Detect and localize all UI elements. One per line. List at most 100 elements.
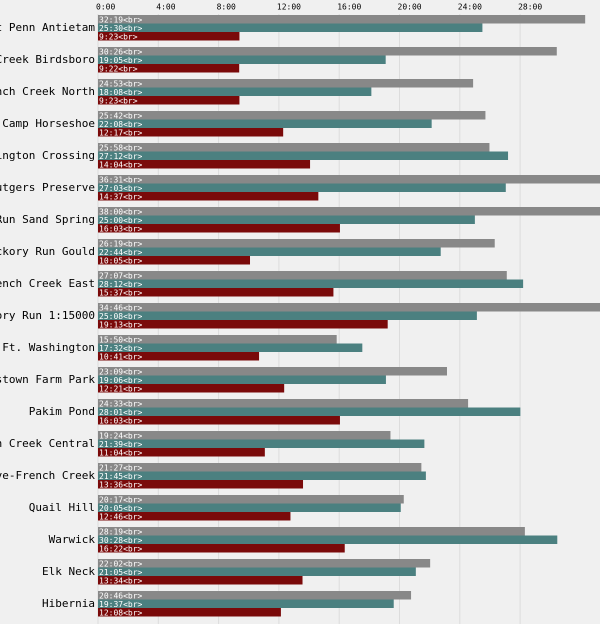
value-label: 22:08<br> bbox=[99, 120, 143, 129]
value-label: 9:22<br> bbox=[99, 64, 138, 73]
category-label: Camp Horseshoe bbox=[2, 117, 95, 130]
bar bbox=[98, 367, 447, 376]
value-label: 15:37<br> bbox=[99, 288, 143, 297]
labels: 0:00 4:00 8:00 12:00 16:00 20:00 24:00 28:00 nt … bbox=[0, 3, 542, 611]
bar bbox=[98, 23, 483, 32]
bar bbox=[98, 439, 425, 448]
category-label: Elk Neck bbox=[42, 565, 95, 578]
value-label: 10:05<br> bbox=[99, 256, 143, 265]
bar bbox=[98, 384, 285, 393]
value-label: 10:41<br> bbox=[99, 352, 143, 361]
bar bbox=[98, 55, 386, 64]
value-label: 25:42<br> bbox=[99, 111, 143, 120]
bar bbox=[98, 79, 474, 88]
value-label: 25:08<br> bbox=[99, 312, 143, 321]
x-tick-label: 4:00 bbox=[156, 3, 175, 12]
bar bbox=[98, 271, 507, 280]
category-label: rve-French Creek bbox=[0, 469, 95, 482]
bar bbox=[98, 416, 340, 425]
bar bbox=[98, 480, 304, 489]
bar bbox=[98, 503, 401, 512]
bar bbox=[98, 239, 495, 248]
bar bbox=[98, 143, 490, 152]
value-label: 24:53<br> bbox=[99, 79, 143, 88]
bar bbox=[98, 224, 340, 233]
bar bbox=[98, 175, 600, 184]
value-label: 27:12<br> bbox=[99, 152, 143, 161]
value-label: 13:34<br> bbox=[99, 576, 143, 585]
value-label: 30:26<br> bbox=[99, 47, 143, 56]
bar bbox=[98, 183, 506, 192]
x-tick-label: 20:00 bbox=[398, 3, 422, 12]
value-label: 19:05<br> bbox=[99, 56, 143, 65]
bar bbox=[98, 303, 600, 312]
bar bbox=[98, 495, 404, 504]
value-label: 27:07<br> bbox=[99, 271, 143, 280]
value-label: 20:05<br> bbox=[99, 504, 143, 513]
value-label: 25:30<br> bbox=[99, 24, 143, 33]
bar bbox=[98, 288, 334, 297]
category-label: Rutgers Preserve bbox=[0, 181, 95, 194]
bar bbox=[98, 471, 426, 480]
value-label: 36:31<br> bbox=[99, 175, 143, 184]
value-label: 19:06<br> bbox=[99, 376, 143, 385]
value-label: 24:33<br> bbox=[99, 399, 143, 408]
value-label: 12:46<br> bbox=[99, 512, 143, 521]
value-label: 17:32<br> bbox=[99, 344, 143, 353]
value-label: 30:28<br> bbox=[99, 536, 143, 545]
bar bbox=[98, 567, 416, 576]
bar bbox=[98, 64, 240, 73]
category-label: ench Creek North bbox=[0, 85, 95, 98]
value-label: 12:08<br> bbox=[99, 608, 143, 617]
category-label: Quail Hill bbox=[29, 501, 95, 514]
x-tick-label: 24:00 bbox=[458, 3, 482, 12]
bar bbox=[98, 335, 337, 344]
bar bbox=[98, 463, 422, 472]
value-label: 25:58<br> bbox=[99, 143, 143, 152]
value-label: 14:37<br> bbox=[99, 192, 143, 201]
value-label: 21:39<br> bbox=[99, 440, 143, 449]
bar bbox=[98, 512, 291, 521]
bar bbox=[98, 352, 260, 361]
category-label: ickory Run Gould bbox=[0, 245, 95, 258]
bar bbox=[98, 431, 391, 440]
value-label: 20:17<br> bbox=[99, 495, 143, 504]
value-label: 12:17<br> bbox=[99, 128, 143, 137]
bar bbox=[98, 544, 345, 553]
x-tick-label: 16:00 bbox=[337, 3, 361, 12]
value-label: 16:03<br> bbox=[99, 224, 143, 233]
bar bbox=[98, 215, 475, 224]
bar bbox=[98, 151, 509, 160]
value-label: 20:46<br> bbox=[99, 591, 143, 600]
bar bbox=[98, 375, 386, 384]
category-label: nt Penn Antietam bbox=[0, 21, 95, 34]
category-label: Ft. Washington bbox=[2, 341, 95, 354]
bar bbox=[98, 207, 600, 216]
bar bbox=[98, 399, 469, 408]
value-label: 28:19<br> bbox=[99, 527, 143, 536]
bar bbox=[98, 311, 477, 320]
value-label: 15:50<br> bbox=[99, 335, 143, 344]
x-tick-label: 12:00 bbox=[277, 3, 301, 12]
category-label: ch Creek Central bbox=[0, 437, 95, 450]
category-label: kory Run 1:15000 bbox=[0, 309, 95, 322]
value-label: 28:01<br> bbox=[99, 408, 143, 417]
value-label: 32:19<br> bbox=[99, 15, 143, 24]
bar bbox=[98, 407, 521, 416]
bar bbox=[98, 448, 265, 457]
category-label: Hibernia bbox=[42, 597, 95, 610]
category-label: shington Crossing bbox=[0, 149, 95, 162]
value-label: 38:00<br> bbox=[99, 207, 143, 216]
value-label: 26:19<br> bbox=[99, 239, 143, 248]
bar bbox=[98, 576, 303, 585]
value-label: 9:23<br> bbox=[99, 32, 138, 41]
x-tick-label: 28:00 bbox=[518, 3, 542, 12]
value-label: 23:09<br> bbox=[99, 367, 143, 376]
category-label: istown Farm Park bbox=[0, 373, 95, 386]
bar bbox=[98, 128, 284, 137]
category-label: Run Sand Spring bbox=[0, 213, 95, 226]
bar bbox=[98, 96, 240, 105]
category-label: Creek Birdsboro bbox=[0, 53, 95, 66]
value-label: 16:22<br> bbox=[99, 544, 143, 553]
